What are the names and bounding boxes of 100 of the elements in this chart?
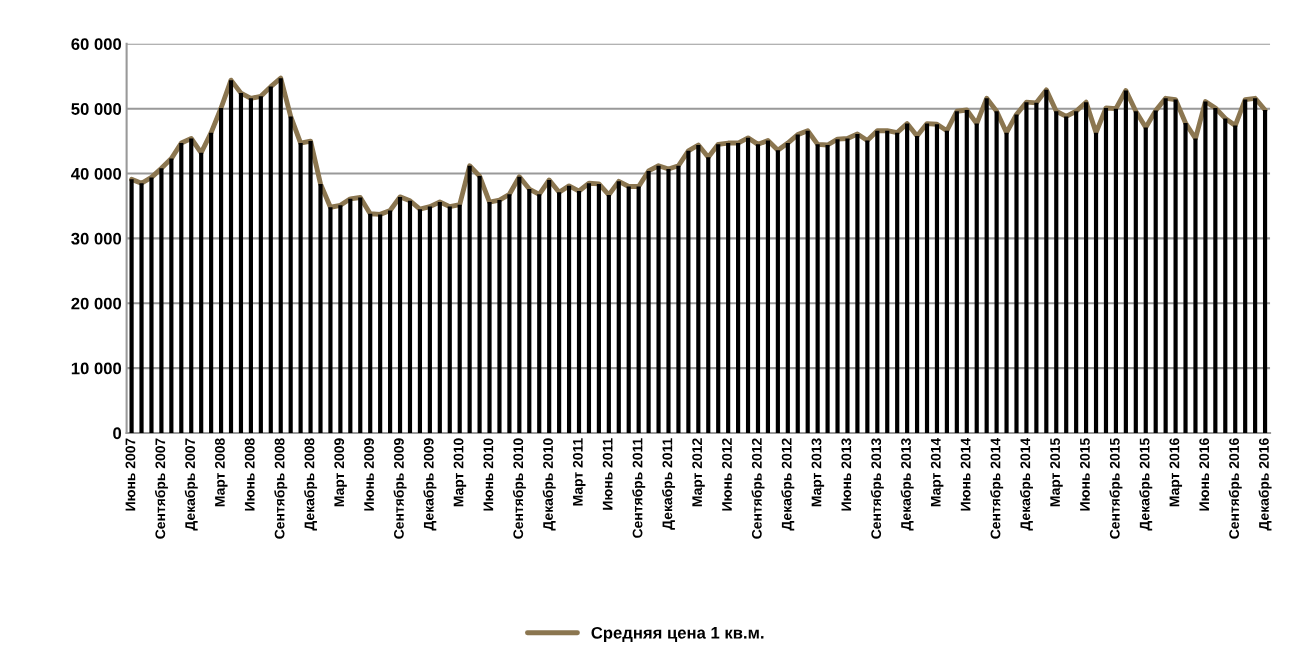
bar [268, 86, 273, 433]
bar [726, 143, 731, 433]
bar [785, 143, 790, 433]
bar [1253, 98, 1258, 433]
bar [1084, 102, 1089, 433]
bar [218, 108, 224, 433]
bar [477, 176, 482, 433]
bar [179, 143, 184, 433]
x-tick-label: Март 2016 [1169, 438, 1183, 507]
x-tick-label: Июнь 2011 [602, 438, 613, 510]
bar [547, 180, 552, 433]
y-tick-label: 60 000 [71, 38, 122, 51]
x-tick-label: Сентябрь 2009 [393, 438, 407, 539]
x-tick-label: Март 2014 [930, 437, 944, 507]
bar [388, 210, 393, 433]
bar [328, 207, 333, 433]
bar [895, 132, 900, 433]
bar [736, 143, 741, 433]
x-tick-label: Сентябрь 2008 [274, 438, 288, 539]
bar [228, 80, 234, 433]
bar [626, 186, 631, 433]
bar [407, 200, 413, 433]
bar [646, 170, 651, 433]
bar [795, 134, 800, 433]
bar [914, 135, 920, 433]
bar [1093, 132, 1099, 433]
bar [537, 194, 542, 433]
bar [706, 157, 711, 433]
bar [974, 123, 979, 433]
x-tick-label: Декабрь 2016 [1258, 438, 1272, 531]
bar [368, 213, 373, 433]
bar [924, 123, 930, 433]
bar [1213, 108, 1218, 433]
bar [1054, 111, 1059, 433]
bar [1203, 101, 1208, 433]
x-tick-label: Июнь 2008 [244, 438, 255, 511]
bar [1143, 127, 1148, 433]
x-tick-label: Март 2012 [692, 438, 705, 507]
bar [1074, 111, 1079, 433]
bar [905, 123, 910, 433]
x-tick-label: Декабрь 2015 [1139, 438, 1153, 531]
x-tick-label: Июнь 2013 [841, 438, 852, 511]
bar [1044, 89, 1049, 433]
bar [755, 144, 761, 433]
bar [447, 206, 452, 433]
bar [944, 130, 949, 433]
x-tick-label: Сентябрь 2016 [1228, 438, 1242, 539]
bar [1153, 110, 1158, 433]
bar [815, 144, 820, 433]
bar [169, 158, 174, 433]
bar [288, 116, 293, 433]
bar [318, 183, 323, 433]
bar [557, 192, 562, 433]
bar [964, 109, 969, 433]
bar [666, 168, 671, 433]
x-tick-label: Сентябрь 2014 [990, 437, 1004, 539]
bar [308, 141, 313, 433]
x-tick-label: Июнь 2009 [364, 438, 374, 511]
bar [885, 130, 890, 433]
bar [457, 204, 462, 433]
bar [586, 183, 592, 433]
bar [507, 194, 512, 433]
x-tick-label: Сентябрь 2012 [751, 438, 765, 539]
bar [1193, 138, 1198, 433]
x-tick-label: Декабрь 2011 [661, 438, 676, 530]
x-tick-label: Декабрь 2010 [542, 438, 556, 531]
x-tick-label: Март 2011 [572, 438, 586, 506]
x-tick-label: Июнь 2015 [1079, 438, 1090, 511]
bar [1004, 132, 1009, 433]
bar [745, 137, 751, 433]
bar [636, 186, 641, 433]
x-tick-label: Декабрь 2014 [1019, 437, 1033, 531]
x-tick-label: Март 2010 [453, 438, 467, 507]
bar [676, 165, 681, 433]
bar [825, 144, 830, 433]
y-tick-label: 40 000 [71, 167, 122, 180]
bar [527, 189, 532, 433]
x-tick-label: Сентябрь 2010 [512, 438, 526, 539]
bar [845, 138, 850, 433]
bar [1233, 125, 1238, 433]
bar [417, 209, 423, 433]
x-tick-label: Март 2013 [811, 438, 825, 507]
bar [934, 124, 940, 433]
bar [338, 205, 343, 433]
bar [696, 144, 701, 433]
x-tick-label: Июнь 2014 [960, 437, 971, 511]
x-tick-label: Март 2015 [1050, 438, 1063, 507]
bar [1034, 102, 1039, 433]
bar [209, 132, 214, 433]
bar [855, 133, 860, 433]
x-tick-label: Декабрь 2009 [423, 438, 437, 531]
bar [517, 176, 522, 433]
x-tick-label: Декабрь 2012 [781, 438, 795, 531]
bar [606, 194, 611, 433]
x-tick-label: Март 2008 [214, 438, 228, 507]
y-tick-label: 10 000 [71, 362, 122, 375]
bar [1183, 122, 1188, 433]
bar [954, 111, 959, 433]
x-tick-label: Июнь 2012 [722, 438, 732, 511]
bar [397, 196, 403, 433]
